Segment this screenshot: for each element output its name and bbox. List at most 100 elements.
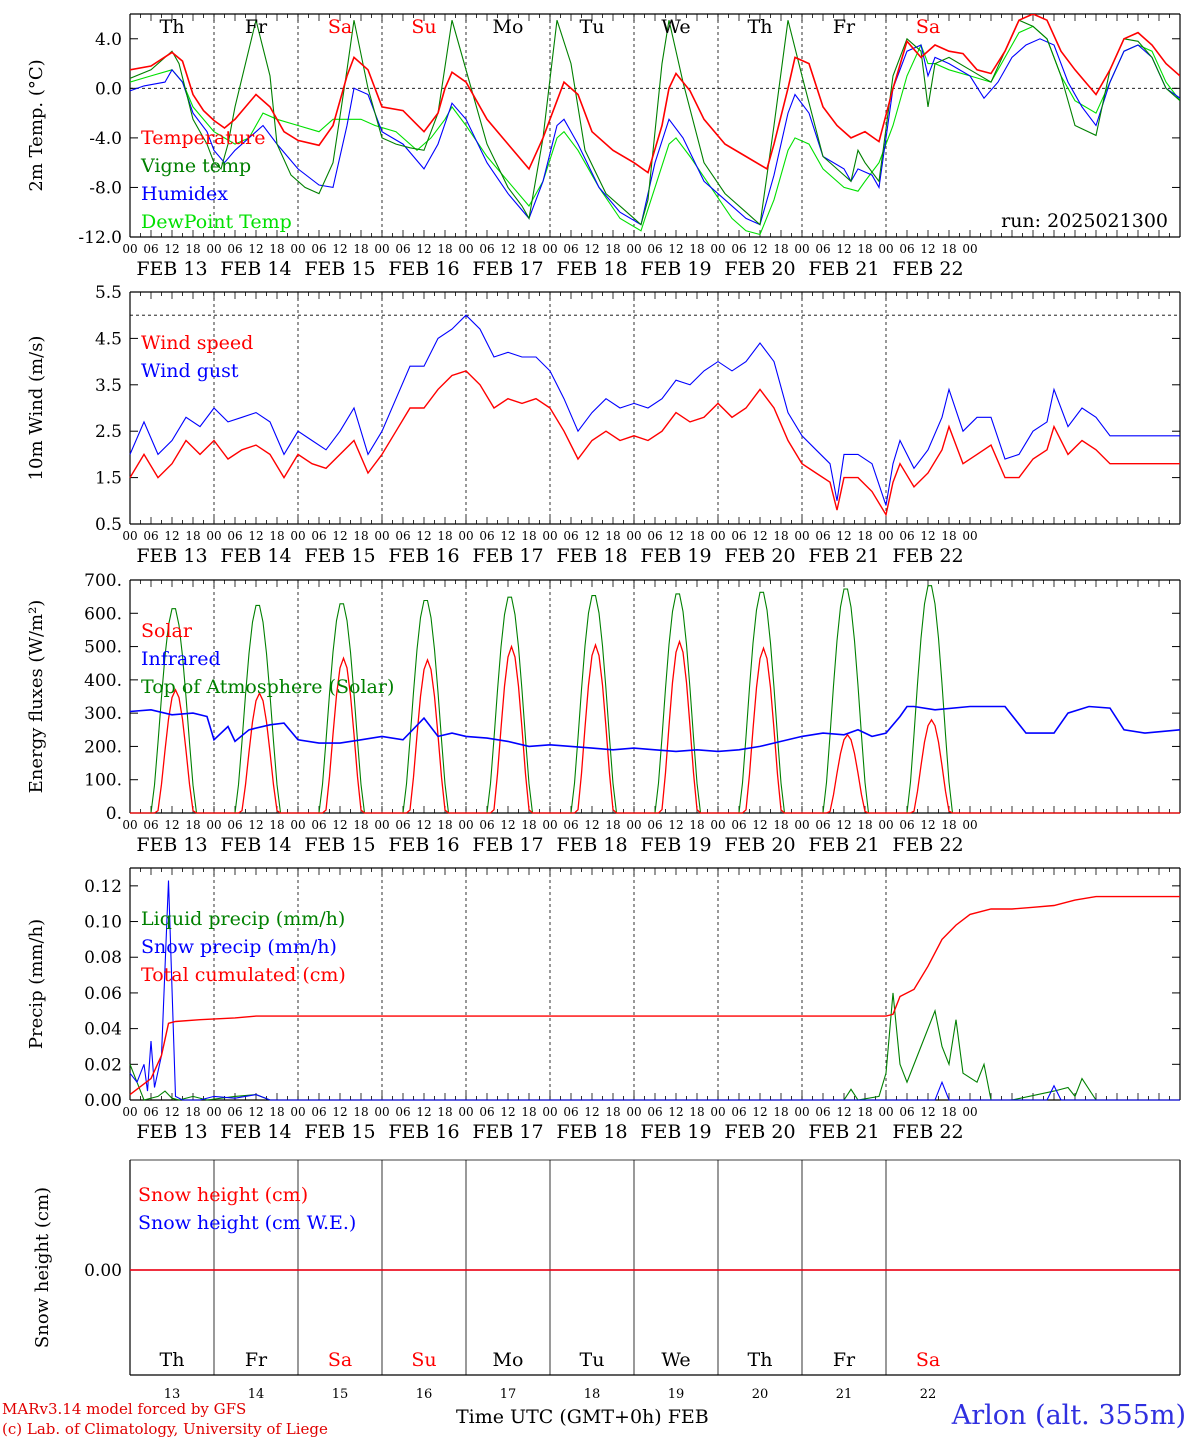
y-axis-label: Snow height (cm) — [32, 1187, 53, 1348]
hour-tick-label: 00 — [878, 818, 893, 832]
hour-tick-label: 18 — [689, 529, 704, 543]
weekday-label: Th — [748, 16, 773, 38]
hour-tick-label: 12 — [668, 818, 683, 832]
hour-tick-label: 12 — [332, 818, 347, 832]
hour-tick-label: 06 — [899, 818, 914, 832]
y-axis-label: 10m Wind (m/s) — [26, 336, 47, 481]
y-tick-label: 3.5 — [95, 376, 122, 396]
hour-tick-label: 12 — [164, 818, 179, 832]
hour-tick-label: 18 — [269, 529, 284, 543]
hour-tick-label: 18 — [185, 242, 200, 256]
hour-tick-label: 18 — [269, 818, 284, 832]
legend-entry: Top of Atmosphere (Solar) — [141, 676, 394, 698]
hour-tick-label: 18 — [857, 1105, 872, 1119]
hour-tick-label: 18 — [941, 242, 956, 256]
hour-tick-label: 12 — [500, 1105, 515, 1119]
hour-tick-label: 12 — [836, 1105, 851, 1119]
solar-line — [130, 639, 1180, 814]
hour-tick-label: 18 — [521, 1105, 536, 1119]
day-label: FEB 17 — [472, 258, 543, 280]
hour-tick-label: 06 — [143, 818, 158, 832]
hour-tick-label: 12 — [248, 529, 263, 543]
day-label: FEB 21 — [808, 258, 879, 280]
day-number: 18 — [584, 1387, 601, 1402]
run-label: run: 2025021300 — [1001, 210, 1168, 232]
wind-speed-line — [129, 370, 1180, 517]
legend-entry: Wind gust — [141, 360, 239, 382]
day-label: FEB 20 — [724, 545, 795, 567]
model-credit: MARv3.14 model forced by GFS — [2, 1400, 247, 1418]
y-tick-label: 0.08 — [84, 948, 122, 968]
y-tick-label: 700. — [84, 571, 122, 591]
hour-tick-label: 00 — [290, 529, 305, 543]
weekday-label: Sa — [916, 16, 940, 38]
y-axis-label: Precip (mm/h) — [26, 919, 47, 1049]
day-label: FEB 16 — [388, 834, 459, 856]
series-line — [130, 38, 1180, 226]
day-label: FEB 18 — [556, 545, 627, 567]
day-label: FEB 14 — [220, 1121, 291, 1143]
hour-tick-label: 00 — [122, 1105, 137, 1119]
hour-tick-label: 00 — [374, 1105, 389, 1119]
y-tick-label: 0.02 — [84, 1055, 122, 1075]
hour-tick-label: 06 — [395, 529, 410, 543]
day-label: FEB 18 — [556, 1121, 627, 1143]
y-axis-label: Energy fluxes (W/m²) — [26, 600, 47, 794]
hour-tick-label: 18 — [773, 818, 788, 832]
legend-entry: Infrared — [141, 648, 221, 670]
day-label: FEB 14 — [220, 834, 291, 856]
day-number: 22 — [920, 1387, 937, 1402]
hour-tick-label: 18 — [941, 529, 956, 543]
hour-tick-label: 00 — [542, 1105, 557, 1119]
day-label: FEB 21 — [808, 1121, 879, 1143]
hour-tick-label: 12 — [584, 529, 599, 543]
hour-tick-label: 12 — [836, 242, 851, 256]
day-label: FEB 20 — [724, 834, 795, 856]
hour-tick-label: 12 — [752, 242, 767, 256]
hour-tick-label: 00 — [542, 818, 557, 832]
hour-tick-label: 00 — [206, 242, 221, 256]
hour-tick-label: 06 — [227, 529, 242, 543]
hour-tick-label: 18 — [857, 529, 872, 543]
hour-tick-label: 00 — [710, 242, 725, 256]
hour-tick-label: 18 — [773, 242, 788, 256]
y-tick-label: 0.04 — [84, 1020, 122, 1040]
y-axis-label: 2m Temp. (°C) — [26, 59, 47, 191]
time-axis-label: Time UTC (GMT+0h) FEB — [456, 1406, 709, 1428]
hour-tick-label: 18 — [437, 529, 452, 543]
hour-tick-label: 18 — [857, 818, 872, 832]
day-number: 17 — [500, 1387, 517, 1402]
legend-entry: Vigne temp — [140, 155, 251, 177]
day-label: FEB 21 — [808, 545, 879, 567]
hour-tick-label: 06 — [143, 1105, 158, 1119]
infrared-line — [129, 705, 1181, 753]
hour-tick-label: 06 — [647, 529, 662, 543]
legend-entry: Wind speed — [141, 332, 253, 354]
hour-tick-label: 00 — [458, 529, 473, 543]
hour-tick-label: 18 — [437, 818, 452, 832]
hour-tick-label: 00 — [206, 1105, 221, 1119]
hour-tick-label: 06 — [899, 1105, 914, 1119]
wind-gust-line — [129, 314, 1180, 506]
hour-tick-label: 00 — [206, 529, 221, 543]
hour-tick-label: 12 — [752, 1105, 767, 1119]
y-tick-label: 0.5 — [95, 515, 122, 535]
hour-tick-label: 18 — [773, 529, 788, 543]
hour-tick-label: 00 — [962, 1105, 977, 1119]
hour-tick-label: 00 — [626, 529, 641, 543]
legend-entry: Liquid precip (mm/h) — [141, 908, 345, 930]
day-label: FEB 22 — [892, 258, 963, 280]
hour-tick-label: 06 — [395, 1105, 410, 1119]
hour-tick-label: 06 — [311, 1105, 326, 1119]
hour-tick-label: 06 — [731, 529, 746, 543]
weekday-label: Fr — [245, 16, 268, 38]
hour-tick-label: 06 — [647, 818, 662, 832]
y-tick-label: 1.5 — [95, 469, 122, 489]
hour-tick-label: 06 — [647, 1105, 662, 1119]
hour-tick-label: 18 — [773, 1105, 788, 1119]
hour-tick-label: 00 — [458, 818, 473, 832]
legend-entry: Temperature — [141, 127, 265, 149]
hour-tick-label: 00 — [878, 242, 893, 256]
hour-tick-label: 12 — [416, 818, 431, 832]
hour-tick-label: 06 — [143, 529, 158, 543]
